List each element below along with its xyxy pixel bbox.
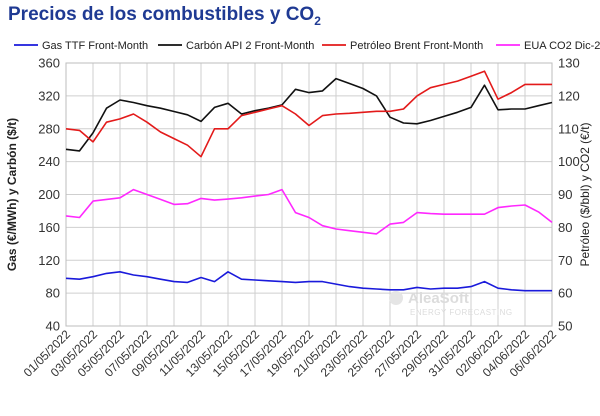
brand-name: AleaSoft	[408, 290, 469, 307]
series-lines	[65, 70, 553, 292]
legend-label: Carbón API 2 Front-Month	[186, 40, 314, 52]
brand-logo-icon	[389, 291, 403, 305]
legend-label: Petróleo Brent Front-Month	[350, 40, 483, 52]
legend-label: EUA CO2 Dic-22	[524, 40, 600, 52]
y-tick-label-left: 80	[46, 286, 60, 301]
chart-title: Precios de los combustibles y CO2	[8, 4, 321, 28]
legend-label: Gas TTF Front-Month	[42, 40, 148, 52]
y-axis-title-right: Petróleo ($/bbl) y CO2 (€/t)	[578, 122, 592, 266]
legend: Gas TTF Front-Month Carbón API 2 Front-Mo…	[14, 40, 600, 52]
y-tick-label-right: 130	[558, 56, 580, 71]
y-tick-label-left: 320	[38, 88, 60, 103]
y-tick-label-left: 200	[38, 187, 60, 202]
y-tick-label-right: 120	[558, 88, 580, 103]
y-tick-label-left: 120	[38, 253, 60, 268]
y-tick-label-left: 240	[38, 154, 60, 169]
grid	[65, 62, 553, 327]
chart-title-subscript: 2	[314, 13, 321, 28]
y-tick-label-left: 360	[38, 56, 60, 71]
y-tick-label-right: 50	[558, 319, 572, 334]
y-tick-label-right: 70	[558, 253, 572, 268]
brand-tagline: ENERGY FORECASTING	[410, 308, 513, 317]
series-line	[65, 270, 552, 292]
y-axis-title-left: Gas (€/MWh) y Carbón ($/t)	[5, 118, 19, 271]
series-line	[65, 77, 553, 152]
series-line	[65, 188, 553, 235]
y-tick-label-left: 160	[38, 220, 60, 235]
y-tick-label-right: 60	[558, 286, 572, 301]
y-tick-label-left: 280	[38, 121, 60, 136]
y-tick-label-right: 100	[558, 154, 580, 169]
series-line	[65, 70, 552, 158]
y-tick-label-right: 110	[558, 121, 579, 136]
y-tick-label-right: 80	[558, 220, 572, 235]
y-tick-label-left: 40	[46, 319, 60, 334]
y-tick-label-right: 90	[558, 187, 572, 202]
chart-title-text: Precios de los combustibles y CO	[8, 4, 315, 25]
plot-frame	[65, 62, 553, 327]
